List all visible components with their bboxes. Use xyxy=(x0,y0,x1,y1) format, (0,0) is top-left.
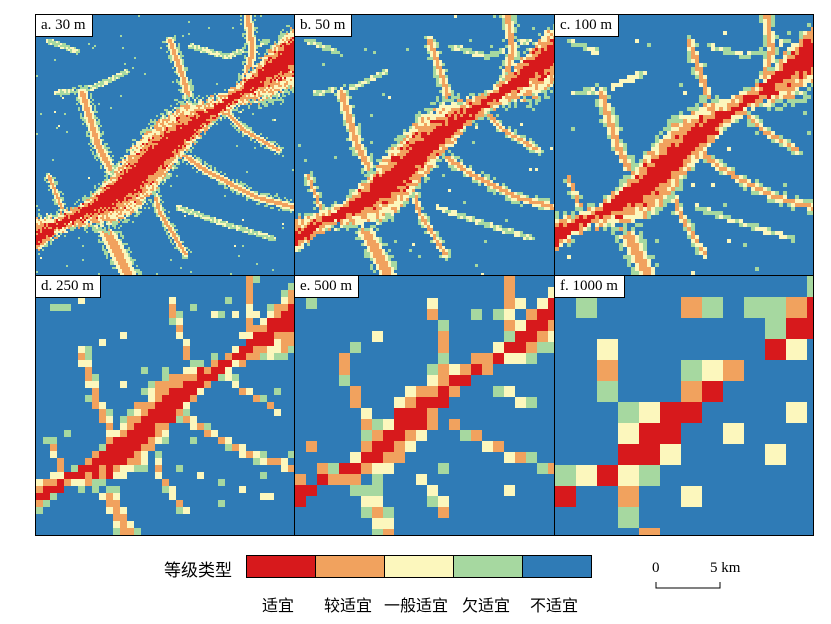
panel-label-c: c. 100 m xyxy=(555,15,620,37)
scale-bar: 0 5 km xyxy=(648,560,768,600)
panel-label-a: a. 30 m xyxy=(36,15,93,37)
grid-divider-h xyxy=(36,275,813,276)
legend-color-bar xyxy=(246,555,592,578)
suitability-map-d xyxy=(36,276,294,535)
legend-title: 等级类型 xyxy=(164,561,232,581)
legend-label-generally-suitable: 一般适宜 xyxy=(384,596,449,615)
suitability-map-f xyxy=(555,276,813,535)
legend-label-moderately-suitable: 较适宜 xyxy=(324,596,373,615)
legend-swatch-suitable xyxy=(247,556,316,577)
legend-label-marginally-suitable: 欠适宜 xyxy=(462,596,511,615)
suitability-map-a xyxy=(36,15,294,275)
legend-swatch-marginally-suitable xyxy=(454,556,523,577)
map-panel-f: f. 1000 m xyxy=(555,276,813,535)
legend-swatch-generally-suitable xyxy=(385,556,454,577)
map-panel-d: d. 250 m xyxy=(36,276,294,535)
scale-bar-start-label: 0 xyxy=(652,560,660,576)
legend-label-suitable: 适宜 xyxy=(262,596,295,615)
panel-label-d: d. 250 m xyxy=(36,276,101,298)
legend-swatch-moderately-suitable xyxy=(316,556,385,577)
map-panel-e: e. 500 m xyxy=(295,276,554,535)
suitability-map-b xyxy=(295,15,554,275)
panel-label-f: f. 1000 m xyxy=(555,276,625,298)
scale-bar-end-label: 5 km xyxy=(710,560,741,576)
panel-label-b: b. 50 m xyxy=(295,15,353,37)
scale-bar-line xyxy=(655,582,721,589)
map-panel-c: c. 100 m xyxy=(555,15,813,275)
legend-label-unsuitable: 不适宜 xyxy=(530,596,579,615)
suitability-map-e xyxy=(295,276,554,535)
map-panel-a: a. 30 m xyxy=(36,15,294,275)
panel-label-e: e. 500 m xyxy=(295,276,360,298)
map-panel-b: b. 50 m xyxy=(295,15,554,275)
map-grid: a. 30 m b. 50 m c. 100 m d. 250 m e. 500… xyxy=(35,14,814,536)
suitability-map-c xyxy=(555,15,813,275)
legend-swatch-unsuitable xyxy=(523,556,591,577)
